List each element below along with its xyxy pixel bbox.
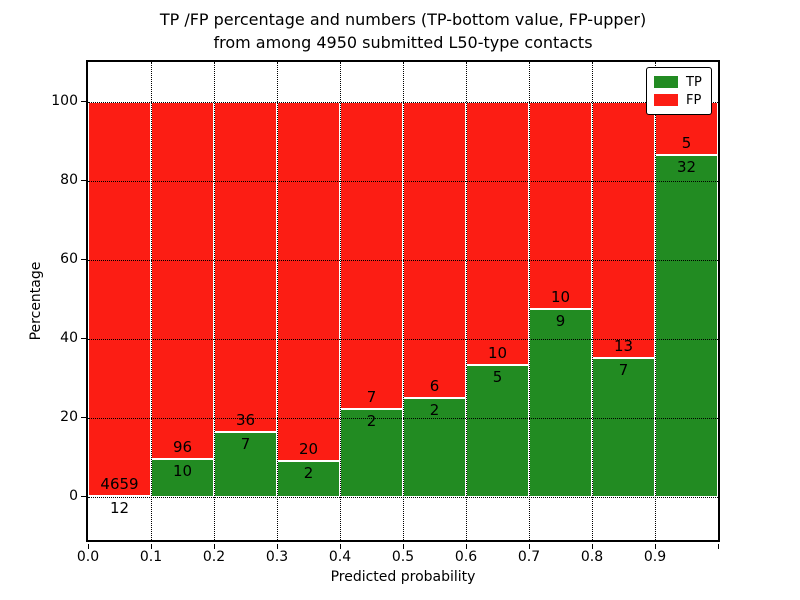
x-tick-label: 0.1: [139, 549, 163, 565]
x-tick-label: 0.2: [202, 549, 226, 565]
x-gridline: [151, 62, 152, 540]
tp-count-label: 32: [676, 157, 697, 176]
x-tick-label: 0.4: [328, 549, 352, 565]
x-gridline: [214, 62, 215, 540]
bar-segment-fp: [151, 101, 214, 460]
x-tick-label: 0.6: [454, 549, 478, 565]
y-tick: [81, 496, 86, 498]
x-tick-label: 0.3: [265, 549, 289, 565]
tp-count-label: 7: [240, 435, 251, 454]
fp-count-label: 10: [487, 343, 508, 362]
legend-entry-fp: FP: [654, 91, 704, 109]
bar-segment-tp: [214, 432, 277, 497]
bar-segment-tp: [277, 460, 340, 497]
legend-entry-tp: TP: [654, 73, 704, 91]
x-tick: [276, 544, 278, 549]
x-tick: [465, 544, 467, 549]
x-tick-label: 0.7: [517, 549, 541, 565]
bar-segment-fp: [592, 101, 655, 359]
x-tick: [150, 544, 152, 549]
x-tick: [717, 544, 719, 549]
y-tick-label: 80: [60, 171, 78, 188]
legend: TP FP: [646, 67, 712, 115]
y-tick-label: 20: [60, 408, 78, 425]
bar-segment-tp: [592, 358, 655, 497]
x-gridline: [403, 62, 404, 540]
fp-count-label: 5: [681, 133, 692, 152]
y-tick: [81, 259, 86, 261]
x-tick: [591, 544, 593, 549]
fp-count-label: 96: [172, 438, 193, 457]
x-gridline: [340, 62, 341, 540]
fp-count-label: 20: [298, 439, 319, 458]
bar-segment-tp: [655, 154, 718, 497]
x-tick: [339, 544, 341, 549]
x-gridline: [277, 62, 278, 540]
x-tick-label: 0.9: [643, 549, 667, 565]
tp-count-label: 9: [555, 312, 566, 331]
y-tick-label: 100: [51, 92, 78, 109]
fp-legend-swatch: [654, 94, 678, 106]
chart-title: TP /FP percentage and numbers (TP-bottom…: [159, 10, 647, 52]
y-tick: [81, 338, 86, 340]
x-tick: [213, 544, 215, 549]
x-tick-label: 0.8: [580, 549, 604, 565]
bar-segment-fp: [529, 101, 592, 310]
bar-segment-fp: [466, 101, 529, 365]
x-tick: [402, 544, 404, 549]
tp-count-label: 10: [172, 462, 193, 481]
y-tick: [81, 101, 86, 102]
tp-count-label: 5: [492, 367, 503, 386]
fp-count-label: 36: [235, 411, 256, 430]
fp-count-label: 13: [613, 337, 634, 356]
x-tick: [528, 544, 530, 549]
tp-count-label: 7: [618, 361, 629, 380]
fp-count-label: 6: [429, 376, 440, 395]
x-gridline: [655, 62, 656, 540]
bar-segment-fp: [214, 101, 277, 433]
bar-segment-tp: [529, 309, 592, 497]
bar-segment-tp: [403, 397, 466, 497]
fp-count-label: 4659: [100, 474, 139, 493]
plot-area: TP FP 4659 12 96 10 36 7 20 2 7 2 6 2 10 5 10 9 13 7 5 32: [88, 62, 718, 540]
y-tick-label: 0: [69, 487, 78, 504]
x-gridline: [466, 62, 467, 540]
y-tick-label: 40: [60, 329, 78, 346]
fp-count-label: 10: [550, 288, 571, 307]
tp-legend-swatch: [654, 76, 678, 88]
x-tick-label: 0.0: [76, 549, 100, 565]
bar-segment-fp: [277, 101, 340, 461]
x-gridline: [592, 62, 593, 540]
bar-segment-fp: [340, 101, 403, 409]
x-tick: [87, 544, 89, 549]
x-tick: [654, 544, 656, 549]
tp-count-label: 2: [429, 400, 440, 419]
tp-legend-label: TP: [686, 74, 702, 90]
tp-count-label: 12: [109, 498, 130, 517]
y-tick: [81, 417, 86, 419]
x-gridline: [529, 62, 530, 540]
y-tick: [81, 180, 86, 181]
bar-segment-tp: [466, 364, 529, 497]
tp-count-label: 2: [366, 411, 377, 430]
y-tick-label: 60: [60, 250, 78, 267]
bar-segment-fp: [88, 101, 151, 496]
x-tick-label: 0.5: [391, 549, 415, 565]
fp-legend-label: FP: [686, 92, 702, 108]
fp-count-label: 7: [366, 387, 377, 406]
x-axis-label: Predicted probability: [330, 569, 476, 585]
tp-count-label: 2: [303, 463, 314, 482]
bar-segment-fp: [403, 101, 466, 398]
